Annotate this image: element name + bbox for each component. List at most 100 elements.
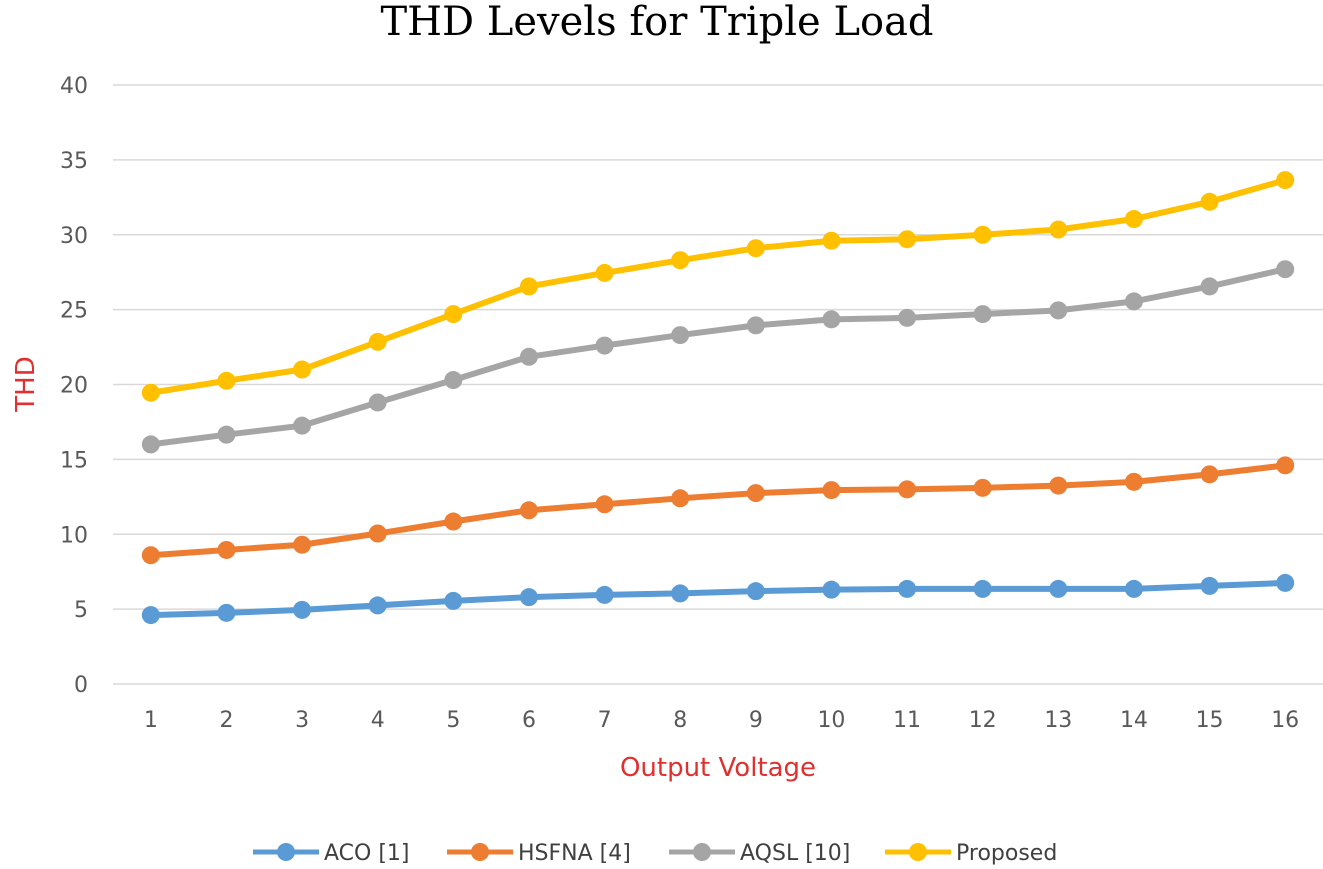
data-point-3-4 bbox=[444, 305, 463, 324]
x-tick-label-14: 14 bbox=[1120, 708, 1148, 733]
x-tick-label-2: 2 bbox=[219, 708, 233, 733]
series-0 bbox=[141, 573, 1295, 625]
data-point-3-10 bbox=[898, 230, 917, 249]
y-tick-label-20: 20 bbox=[60, 374, 88, 399]
data-point-3-3 bbox=[368, 332, 387, 351]
data-point-3-1 bbox=[217, 371, 236, 390]
data-point-3-12 bbox=[1049, 220, 1068, 239]
data-point-2-9 bbox=[822, 310, 841, 329]
data-point-2-3 bbox=[368, 393, 387, 412]
series-line-3 bbox=[147, 177, 1289, 396]
x-tick-label-5: 5 bbox=[446, 708, 460, 733]
data-point-3-13 bbox=[1124, 210, 1143, 229]
data-point-0-9 bbox=[822, 580, 841, 599]
x-tick-label-8: 8 bbox=[673, 708, 687, 733]
series-layer bbox=[141, 171, 1295, 625]
x-tick-label-13: 13 bbox=[1044, 708, 1072, 733]
series-2 bbox=[141, 260, 1295, 454]
data-point-2-13 bbox=[1124, 292, 1143, 311]
legend-swatch-marker-2 bbox=[693, 843, 711, 861]
y-tick-label-25: 25 bbox=[60, 299, 88, 324]
data-point-2-15 bbox=[1276, 260, 1295, 279]
data-point-1-14 bbox=[1200, 465, 1219, 484]
legend-item-2: AQSL [10] bbox=[669, 841, 850, 866]
data-point-1-8 bbox=[746, 484, 765, 503]
data-point-1-1 bbox=[217, 540, 236, 559]
data-point-2-1 bbox=[217, 425, 236, 444]
data-point-1-10 bbox=[898, 480, 917, 499]
y-tick-label-40: 40 bbox=[60, 74, 88, 99]
data-point-0-11 bbox=[973, 579, 992, 598]
data-point-2-5 bbox=[519, 347, 538, 366]
data-point-0-14 bbox=[1200, 576, 1219, 595]
data-point-1-6 bbox=[595, 495, 614, 514]
data-point-0-8 bbox=[746, 582, 765, 601]
x-tick-label-9: 9 bbox=[749, 708, 763, 733]
series-line-1 bbox=[147, 462, 1289, 559]
series-3 bbox=[141, 171, 1295, 402]
data-point-2-10 bbox=[898, 308, 917, 327]
legend-label-3: Proposed bbox=[956, 841, 1057, 866]
data-point-0-7 bbox=[671, 584, 690, 603]
data-point-3-6 bbox=[595, 263, 614, 282]
x-tick-label-6: 6 bbox=[522, 708, 536, 733]
x-tick-label-1: 1 bbox=[144, 708, 158, 733]
data-point-2-8 bbox=[746, 316, 765, 335]
data-point-3-15 bbox=[1276, 171, 1295, 190]
data-point-0-2 bbox=[293, 600, 312, 619]
data-point-2-2 bbox=[293, 416, 312, 435]
legend-swatch-marker-1 bbox=[471, 843, 489, 861]
data-point-3-7 bbox=[671, 251, 690, 270]
data-point-1-2 bbox=[293, 535, 312, 554]
x-tick-label-3: 3 bbox=[295, 708, 309, 733]
y-tick-label-0: 0 bbox=[74, 673, 88, 698]
data-point-2-0 bbox=[141, 435, 160, 454]
x-axis-ticks: 1 2 3 4 5 6 7 8 9 10 11 12 13 14 15 16 bbox=[144, 708, 1299, 733]
data-point-1-13 bbox=[1124, 472, 1143, 491]
y-tick-label-35: 35 bbox=[60, 149, 88, 174]
data-point-3-2 bbox=[293, 360, 312, 379]
data-point-1-15 bbox=[1276, 456, 1295, 475]
data-point-1-7 bbox=[671, 489, 690, 508]
data-point-1-4 bbox=[444, 512, 463, 531]
chart-title: THD Levels for Triple Load bbox=[380, 0, 933, 45]
x-tick-label-4: 4 bbox=[371, 708, 385, 733]
data-point-3-8 bbox=[746, 239, 765, 258]
data-point-0-4 bbox=[444, 591, 463, 610]
x-tick-label-11: 11 bbox=[893, 708, 921, 733]
data-point-2-11 bbox=[973, 305, 992, 324]
data-point-3-0 bbox=[141, 383, 160, 402]
y-axis-label: THD bbox=[11, 356, 41, 412]
series-line-0 bbox=[147, 579, 1289, 619]
data-point-2-4 bbox=[444, 371, 463, 390]
data-point-1-5 bbox=[519, 501, 538, 520]
data-point-0-5 bbox=[519, 588, 538, 607]
y-tick-label-15: 15 bbox=[60, 448, 88, 473]
x-axis-label: Output Voltage bbox=[620, 753, 816, 783]
y-tick-label-30: 30 bbox=[60, 224, 88, 249]
x-tick-label-15: 15 bbox=[1196, 708, 1224, 733]
y-tick-label-10: 10 bbox=[60, 523, 88, 548]
data-point-0-12 bbox=[1049, 579, 1068, 598]
data-point-1-0 bbox=[141, 546, 160, 565]
legend-label-1: HSFNA [4] bbox=[518, 841, 631, 866]
y-tick-label-5: 5 bbox=[74, 598, 88, 623]
data-point-3-14 bbox=[1200, 192, 1219, 211]
series-1 bbox=[141, 456, 1295, 565]
data-point-3-5 bbox=[519, 277, 538, 296]
series-line-2 bbox=[147, 266, 1289, 448]
x-tick-label-16: 16 bbox=[1271, 708, 1299, 733]
data-point-0-6 bbox=[595, 585, 614, 604]
data-point-1-3 bbox=[368, 524, 387, 543]
legend-item-0: ACO [1] bbox=[253, 841, 410, 866]
data-point-1-12 bbox=[1049, 476, 1068, 495]
legend-swatch-marker-3 bbox=[909, 843, 927, 861]
data-point-0-3 bbox=[368, 596, 387, 615]
legend-swatch-marker-0 bbox=[277, 843, 295, 861]
data-point-2-14 bbox=[1200, 277, 1219, 296]
x-tick-label-12: 12 bbox=[969, 708, 997, 733]
data-point-1-11 bbox=[973, 478, 992, 497]
data-point-0-15 bbox=[1276, 573, 1295, 592]
